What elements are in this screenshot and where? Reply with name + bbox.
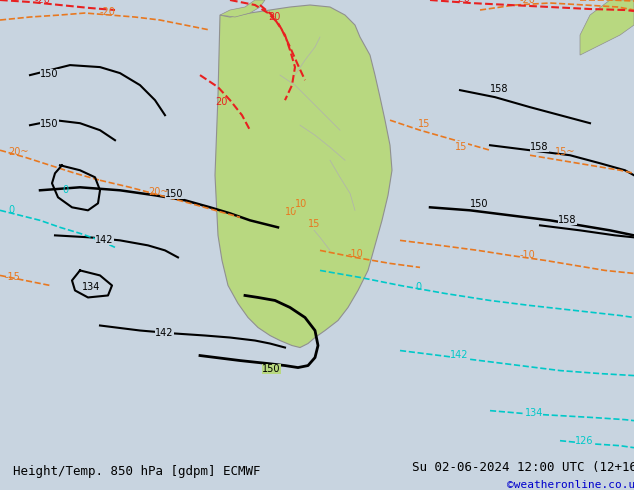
Text: 15~: 15~	[555, 147, 576, 157]
Polygon shape	[580, 0, 634, 55]
Text: -10: -10	[348, 249, 364, 259]
Polygon shape	[220, 0, 265, 17]
Text: 10: 10	[295, 199, 307, 209]
Text: 20: 20	[268, 12, 280, 22]
Text: 15: 15	[308, 220, 320, 229]
Text: 20: 20	[215, 97, 228, 107]
Text: 126: 126	[575, 436, 593, 446]
Text: ©weatheronline.co.uk: ©weatheronline.co.uk	[507, 480, 634, 490]
Text: 134: 134	[525, 408, 543, 417]
Text: 150: 150	[262, 364, 280, 373]
Text: 15: 15	[455, 142, 467, 152]
Polygon shape	[215, 5, 392, 347]
Text: 150: 150	[40, 119, 58, 129]
Text: -15: -15	[5, 272, 21, 282]
Text: 150: 150	[40, 69, 58, 79]
Text: 158: 158	[530, 142, 548, 152]
Text: 134: 134	[82, 282, 100, 293]
Text: -20: -20	[455, 0, 471, 4]
Text: -20: -20	[35, 0, 51, 5]
Text: Su 02-06-2024 12:00 UTC (12+168): Su 02-06-2024 12:00 UTC (12+168)	[412, 461, 634, 474]
Text: 158: 158	[490, 84, 508, 94]
Text: 10: 10	[285, 207, 297, 218]
Text: 142: 142	[95, 235, 113, 245]
Text: -20: -20	[100, 7, 116, 17]
Text: 20~: 20~	[148, 187, 169, 197]
Text: 20~: 20~	[8, 147, 29, 157]
Text: Height/Temp. 850 hPa [gdpm] ECMWF: Height/Temp. 850 hPa [gdpm] ECMWF	[13, 465, 260, 478]
Text: -20: -20	[520, 0, 536, 5]
Text: 15: 15	[418, 119, 430, 129]
Text: 0: 0	[62, 185, 68, 196]
Text: 142: 142	[155, 327, 174, 338]
Text: 150: 150	[165, 189, 183, 199]
Text: 142: 142	[450, 349, 469, 360]
Text: -10: -10	[520, 250, 536, 260]
Text: 0: 0	[8, 205, 14, 215]
Text: 158: 158	[558, 215, 576, 225]
Text: 150: 150	[470, 199, 489, 209]
Text: 0: 0	[415, 282, 421, 293]
